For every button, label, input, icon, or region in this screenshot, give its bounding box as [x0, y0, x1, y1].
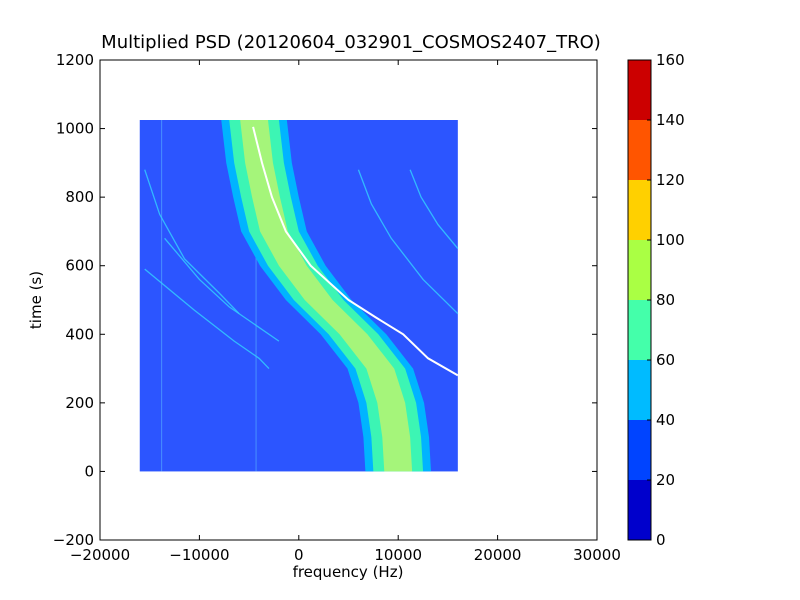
- colorbar-level-1: [628, 420, 651, 480]
- x-tick-label: 10000: [374, 546, 422, 564]
- y-tick-label: −200: [53, 531, 94, 549]
- faint-trace-0: [144, 169, 240, 315]
- colorbar-tick-label: 80: [656, 291, 675, 309]
- colorbar-tick-label: 20: [656, 471, 675, 489]
- colorbar-tick-label: 120: [656, 171, 685, 189]
- y-tick-label: 400: [65, 325, 94, 343]
- y-tick-label: 0: [84, 462, 94, 480]
- plot-frame: [99, 59, 598, 541]
- colorbar-level-3: [628, 300, 651, 360]
- colorbar-tick-label: 140: [656, 111, 685, 129]
- white-trace: [252, 126, 459, 377]
- colorbar-tick-label: 60: [656, 351, 675, 369]
- faint-trace-2: [144, 268, 270, 370]
- colorbar-level-2: [628, 360, 651, 420]
- y-tick-label: 600: [65, 257, 94, 275]
- x-tick-label: −10000: [169, 546, 229, 564]
- band-layer-2: [240, 120, 413, 472]
- x-axis-label: frequency (Hz): [293, 563, 404, 581]
- y-tick-label: 800: [65, 188, 94, 206]
- chart-title: Multiplied PSD (20120604_032901_COSMOS24…: [101, 32, 601, 53]
- x-tick-label: 20000: [474, 546, 522, 564]
- colorbar-level-5: [628, 180, 651, 240]
- y-tick-label: 200: [65, 394, 94, 412]
- x-tick-label: 30000: [573, 546, 621, 564]
- colorbar: 0 20 40 60 80 100 120 140 160: [627, 51, 685, 549]
- plot-area: [139, 120, 459, 472]
- colorbar-level-0: [628, 480, 651, 540]
- faint-trace-3: [357, 169, 459, 315]
- faint-trace-4: [409, 169, 459, 249]
- x-tick-label: −20000: [70, 546, 130, 564]
- x-axis-ticks: −20000 −10000 0 10000 20000 30000: [70, 60, 621, 564]
- colorbar-level-7: [628, 60, 651, 120]
- y-axis-ticks: −200 0 200 400 600 800 1000 1200: [53, 51, 597, 549]
- colorbar-tick-label: 160: [656, 51, 685, 69]
- colorbar-level-6: [628, 120, 651, 180]
- colorbar-level-4: [628, 240, 651, 300]
- y-tick-label: 1000: [56, 120, 94, 138]
- x-tick-label: 0: [294, 546, 304, 564]
- colorbar-tick-label: 0: [656, 531, 666, 549]
- colorbar-tick-label: 100: [656, 231, 685, 249]
- doppler-band: [221, 120, 432, 472]
- colorbar-tick-label: 40: [656, 411, 675, 429]
- y-axis-label: time (s): [27, 271, 45, 329]
- faint-trace-1: [164, 237, 280, 342]
- y-tick-label: 1200: [56, 51, 94, 69]
